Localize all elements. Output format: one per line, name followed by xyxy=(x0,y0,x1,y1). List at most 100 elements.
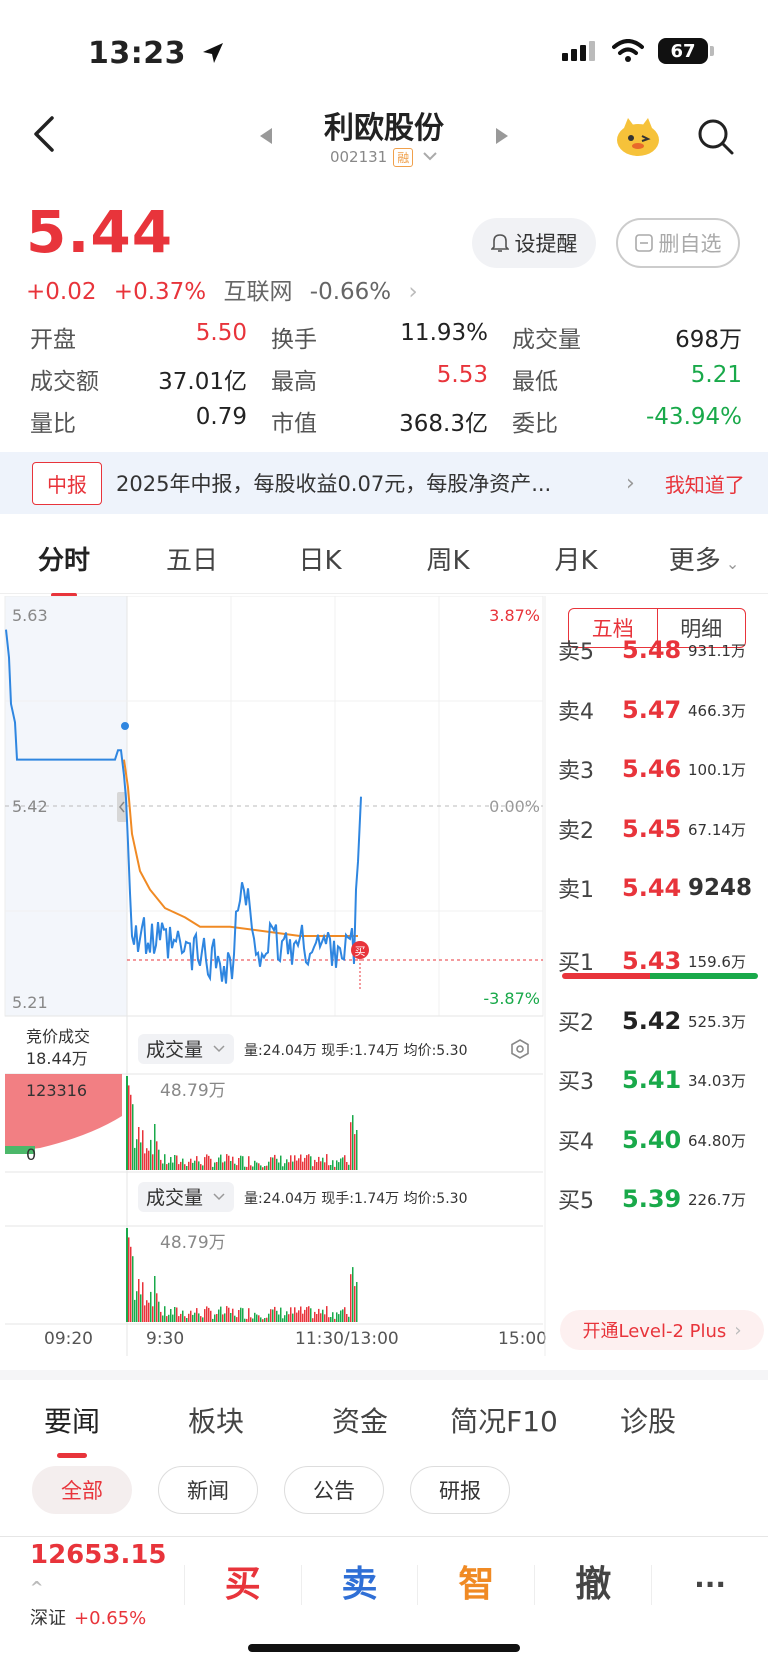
volume-bar xyxy=(154,1276,156,1322)
volume-bar xyxy=(224,1161,226,1170)
tab-five-levels[interactable]: 五档 xyxy=(569,609,658,647)
tab-chart-4[interactable]: 月K xyxy=(512,540,640,577)
filter-chip[interactable]: 新闻 xyxy=(158,1466,258,1514)
volume-bar xyxy=(132,1104,134,1170)
level2-label: 开通Level-2 Plus xyxy=(582,1321,727,1342)
sell-button[interactable]: 卖 xyxy=(300,1564,418,1605)
volume-bar xyxy=(182,1310,184,1322)
smart-button[interactable]: 智 xyxy=(417,1564,534,1605)
bid-row[interactable]: 买1 5.43 159.6万 xyxy=(558,941,768,981)
next-stock-icon[interactable] xyxy=(494,126,510,146)
buy-marker[interactable] xyxy=(351,941,369,959)
volume-bar xyxy=(230,1161,232,1170)
ask-row[interactable]: 卖3 5.46 100.1万 xyxy=(558,749,768,789)
sector-link[interactable]: 互联网 -0.66% › xyxy=(223,279,418,305)
tab-chart-1[interactable]: 五日 xyxy=(128,540,256,577)
volume-bar xyxy=(134,1147,136,1170)
volume-bar xyxy=(224,1313,226,1322)
tab-news-2[interactable]: 资金 xyxy=(331,1405,388,1438)
bid-row[interactable]: 买4 5.40 64.80万 xyxy=(558,1120,768,1160)
ask-row[interactable]: 卖5 5.48 931.1万 xyxy=(558,630,768,670)
volume-bar xyxy=(344,1155,346,1170)
volume-bar xyxy=(244,1166,246,1170)
tab-chart-0[interactable]: 分时 xyxy=(0,540,128,597)
volume-bar xyxy=(252,1166,254,1170)
level2-button[interactable]: 开通Level-2 Plus › xyxy=(560,1310,764,1350)
bid-row[interactable]: 买3 5.41 34.03万 xyxy=(558,1060,768,1100)
mascot-icon[interactable] xyxy=(614,114,662,158)
volume-selector-2[interactable] xyxy=(138,1182,234,1212)
bid-row[interactable]: 买5 5.39 226.7万 xyxy=(558,1179,768,1219)
order-vol: 466.3万 xyxy=(688,701,746,720)
y-label-top: 5.63 xyxy=(12,606,48,625)
ask-row[interactable]: 卖2 5.45 67.14万 xyxy=(558,809,768,849)
volume-bar xyxy=(244,1318,246,1322)
set-alert-button[interactable]: 设提醒 xyxy=(472,218,596,268)
volume-bar xyxy=(238,1158,240,1170)
volume-bar xyxy=(330,1317,332,1322)
bell-icon xyxy=(490,234,509,252)
volume-bar xyxy=(308,1306,310,1322)
prev-stock-icon[interactable] xyxy=(258,126,274,146)
tab-news-4[interactable]: 诊股 xyxy=(619,1405,676,1438)
collapse-handle[interactable] xyxy=(117,792,127,822)
margin-tag: 融 xyxy=(393,148,414,167)
stat-value: 11.93% xyxy=(400,320,488,346)
remove-watchlist-button[interactable]: 删自选 xyxy=(616,218,740,268)
volume-bar xyxy=(256,1314,258,1322)
bid-row[interactable]: 买2 5.42 525.3万 xyxy=(558,1001,768,1041)
volume-bar xyxy=(196,1308,198,1322)
tab-news-0[interactable]: 要闻 xyxy=(0,1400,144,1458)
volume-bar xyxy=(212,1166,214,1170)
volume-bar xyxy=(342,1157,344,1170)
index-value-text: 12653.15 xyxy=(30,1539,167,1570)
index-ticker[interactable]: 12653.15 ^ 深证 +0.65% xyxy=(0,1540,184,1630)
volume-bar xyxy=(190,1310,192,1322)
volume-bar xyxy=(200,1164,202,1170)
volume-bar xyxy=(342,1309,344,1322)
volume-bar xyxy=(232,1308,234,1322)
dismiss-report-button[interactable]: 我知道了 xyxy=(664,472,745,497)
tab-news-1[interactable]: 板块 xyxy=(187,1405,244,1438)
buy-button[interactable]: 买 xyxy=(183,1564,301,1605)
report-banner[interactable]: 中报 2025年中报，每股收益0.07元，每股净资产... › 我知道了 xyxy=(0,452,768,514)
tab-details[interactable]: 明细 xyxy=(680,617,723,641)
news-tabs: 要闻 板块 资金 简况F10 诊股 xyxy=(0,1370,768,1458)
tab-news-3[interactable]: 简况F10 xyxy=(450,1405,558,1438)
stat-label: 开盘 xyxy=(30,327,76,353)
search-icon[interactable] xyxy=(696,117,736,157)
cancel-order-button[interactable]: 撤 xyxy=(534,1564,651,1605)
stock-code-row[interactable]: 002131 融 xyxy=(0,148,768,167)
ask-row[interactable]: 卖1 5.44 9248 xyxy=(558,868,768,908)
back-icon[interactable] xyxy=(30,114,58,154)
volume-bar xyxy=(280,1155,282,1170)
filter-chip[interactable]: 研报 xyxy=(410,1466,510,1514)
order-label: 卖3 xyxy=(558,759,594,784)
volume-info: 量:24.04万 现手:1.74万 均价:5.30 xyxy=(244,1191,467,1207)
order-book-toggle: 五档 明细 xyxy=(568,608,746,648)
volume-bar xyxy=(208,1307,210,1322)
tab-chart-2[interactable]: 日K xyxy=(256,540,384,577)
pct-label-bottom: -3.87% xyxy=(483,989,540,1008)
filter-chip[interactable]: 全部 xyxy=(32,1466,132,1514)
volume-bar xyxy=(350,1274,352,1322)
volume-selector[interactable] xyxy=(138,1034,234,1064)
volume-bar xyxy=(196,1156,198,1170)
pct-label-mid: 0.00% xyxy=(489,797,540,816)
volume-bar xyxy=(152,1306,154,1322)
volume-bar xyxy=(318,1156,320,1170)
location-arrow-icon xyxy=(202,43,223,63)
tab-chart-3[interactable]: 周K xyxy=(384,540,512,577)
settings-icon[interactable] xyxy=(511,1039,529,1059)
index-pct: +0.65% xyxy=(74,1607,147,1629)
filter-chip[interactable]: 公告 xyxy=(284,1466,384,1514)
more-button[interactable]: ··· xyxy=(651,1564,768,1605)
intraday-chart[interactable]: 买 5.63 5.42 5.21 3.87% 0.00% -3.87% 竞价成交… xyxy=(0,596,548,1356)
price-change: +0.02 xyxy=(26,279,97,305)
volume-bar xyxy=(286,1159,288,1170)
ask-row[interactable]: 卖4 5.47 466.3万 xyxy=(558,690,768,730)
volume-bar xyxy=(160,1159,162,1170)
y-label-mid: 5.42 xyxy=(12,797,48,816)
chevron-down-icon xyxy=(423,152,437,161)
tab-chart-5[interactable]: 更多 ⌄ xyxy=(640,540,768,577)
